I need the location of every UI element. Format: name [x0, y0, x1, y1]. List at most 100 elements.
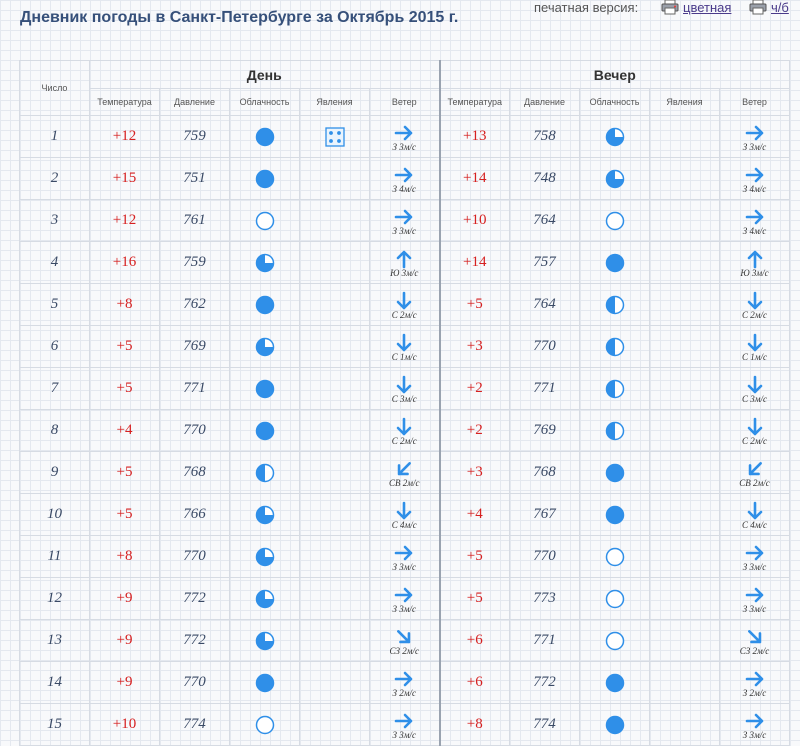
- evening-pressure: 772: [509, 661, 580, 704]
- table-row: 7 +5 771 С 3м/с +2 771 С 3м/с: [19, 367, 790, 410]
- cloud-overcast-icon: [255, 673, 274, 692]
- evening-cloudiness: [579, 451, 650, 494]
- evening-pressure: 770: [509, 325, 580, 368]
- print-color-link[interactable]: цветная: [661, 0, 731, 15]
- evening-pressure: 774: [509, 703, 580, 746]
- evening-phenomena: [649, 367, 720, 410]
- day-pressure: 772: [159, 577, 230, 620]
- evening-wind: С 3м/с: [719, 367, 790, 410]
- day-temperature: +10: [89, 703, 160, 746]
- evening-temperature: +6: [438, 619, 510, 662]
- day-phenomena: [299, 493, 370, 536]
- wind-text: С 2м/с: [391, 435, 417, 446]
- evening-col-header: Давление: [509, 88, 580, 116]
- day-group-header: День: [89, 60, 440, 89]
- day-temperature: +8: [89, 535, 160, 578]
- evening-temperature: +3: [438, 325, 510, 368]
- day-wind: Ю 3м/с: [369, 241, 440, 284]
- wind-arrow-icon: [397, 629, 411, 643]
- evening-phenomena: [649, 619, 720, 662]
- day-number: 12: [19, 577, 90, 620]
- day-number: 3: [19, 199, 90, 242]
- evening-temperature: +2: [438, 367, 510, 410]
- evening-phenomena: [649, 199, 720, 242]
- evening-phenomena: [649, 577, 720, 620]
- cloud-overcast-icon: [605, 673, 624, 692]
- day-temperature: +5: [89, 493, 160, 536]
- evening-wind: С 4м/с: [719, 493, 790, 536]
- wind-text: З 3м/с: [742, 729, 767, 740]
- wind-arrow-icon: [747, 501, 762, 519]
- cloud-partly-icon: [255, 547, 274, 566]
- day-temperature: +5: [89, 451, 160, 494]
- wind-text: С 1м/с: [391, 351, 417, 362]
- day-temperature: +9: [89, 661, 160, 704]
- evening-wind: С 1м/с: [719, 325, 790, 368]
- day-cloudiness: [229, 241, 300, 284]
- cloud-cloudy-icon: [255, 463, 274, 482]
- evening-cloudiness: [579, 325, 650, 368]
- cloud-cloudy-icon: [605, 421, 624, 440]
- day-phenomena: [299, 199, 370, 242]
- day-number: 11: [19, 535, 90, 578]
- day-number: 4: [19, 241, 90, 284]
- evening-col-header: Явления: [649, 88, 720, 116]
- day-wind: З 3м/с: [369, 703, 440, 746]
- wind-text: СВ 2м/с: [389, 477, 420, 488]
- print-bw-link[interactable]: ч/б: [749, 0, 789, 15]
- evening-cloudiness: [579, 283, 650, 326]
- wind-text: З 4м/с: [742, 183, 767, 194]
- evening-col-header: Температура: [438, 88, 510, 116]
- day-wind: С 2м/с: [369, 409, 440, 452]
- day-temperature: +16: [89, 241, 160, 284]
- evening-phenomena: [649, 325, 720, 368]
- day-temperature: +5: [89, 325, 160, 368]
- wind-arrow-icon: [396, 501, 412, 519]
- evening-pressure: 773: [509, 577, 580, 620]
- day-number: 5: [19, 283, 90, 326]
- day-number: 7: [19, 367, 90, 410]
- evening-phenomena: [649, 409, 720, 452]
- day-cloudiness: [229, 325, 300, 368]
- day-pressure: 761: [159, 199, 230, 242]
- wind-arrow-icon: [747, 629, 761, 643]
- cloud-overcast-icon: [605, 463, 624, 482]
- day-number: 6: [19, 325, 90, 368]
- cloud-cloudy-icon: [605, 295, 624, 314]
- day-number: 15: [19, 703, 90, 746]
- day-temperature: +8: [89, 283, 160, 326]
- wind-arrow-icon: [745, 209, 763, 224]
- day-cloudiness: [229, 283, 300, 326]
- evening-temperature: +8: [438, 703, 510, 746]
- evening-pressure: 764: [509, 283, 580, 326]
- day-temperature: +15: [89, 157, 160, 200]
- day-cloudiness: [229, 661, 300, 704]
- wind-arrow-icon: [394, 587, 413, 602]
- table-row: 10 +5 766 С 4м/с +4 767 С 4м/с: [19, 493, 790, 536]
- evening-wind: С 2м/с: [719, 283, 790, 326]
- day-pressure: 751: [159, 157, 230, 200]
- day-phenomena: [299, 157, 370, 200]
- day-column-header: Число: [19, 60, 90, 116]
- wind-arrow-icon: [398, 461, 412, 475]
- evening-pressure: 757: [509, 241, 580, 284]
- day-wind: С 3м/с: [369, 367, 440, 410]
- cloud-partly-icon: [255, 253, 274, 272]
- cloud-overcast-icon: [255, 379, 274, 398]
- wind-arrow-icon: [394, 209, 413, 224]
- table-row: 6 +5 769 С 1м/с +3 770 С 1м/с: [19, 325, 790, 368]
- day-pressure: 770: [159, 535, 230, 578]
- day-pressure: 772: [159, 619, 230, 662]
- wind-text: З 3м/с: [742, 561, 767, 572]
- day-cloudiness: [229, 493, 300, 536]
- day-phenomena: [299, 619, 370, 662]
- evening-wind: Ю 3м/с: [719, 241, 790, 284]
- evening-cloudiness: [579, 409, 650, 452]
- evening-cloudiness: [579, 493, 650, 536]
- day-number: 10: [19, 493, 90, 536]
- wind-arrow-icon: [745, 125, 763, 140]
- evening-temperature: +2: [438, 409, 510, 452]
- wind-arrow-icon: [745, 545, 763, 560]
- wind-arrow-icon: [396, 333, 412, 351]
- evening-phenomena: [649, 493, 720, 536]
